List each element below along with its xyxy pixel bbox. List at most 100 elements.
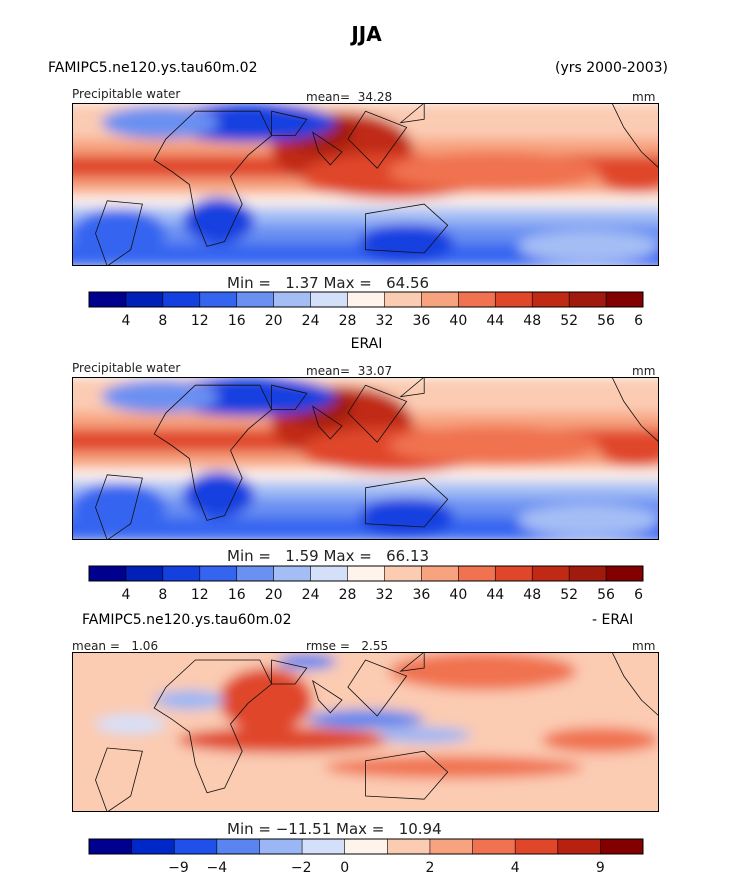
colorbar-box <box>162 292 201 307</box>
panel3-mean-label: mean = 1.06 <box>72 639 159 653</box>
page-title: JJA <box>351 22 382 46</box>
colorbar-box <box>236 566 275 581</box>
colorbar-tick-label: −4 <box>207 860 228 876</box>
colorbar-tick-label: 20 <box>265 313 283 329</box>
colorbar-tick-label: 36 <box>412 313 430 329</box>
coastline <box>365 203 449 254</box>
colorbar-tick-label: 4 <box>511 860 520 876</box>
coastline <box>271 110 308 136</box>
colorbar-box <box>384 292 422 307</box>
colorbar-box <box>162 566 201 581</box>
colorbar-tick-label: 8 <box>158 587 167 603</box>
coastline <box>311 679 343 714</box>
colorbar-frame <box>88 291 644 308</box>
field-blob <box>600 434 659 467</box>
colorbar-box <box>125 292 164 307</box>
colorbar-box <box>302 839 346 854</box>
coastline <box>271 659 308 685</box>
colorbar-tick-label: 4 <box>121 313 130 329</box>
panel1-map <box>72 103 659 266</box>
colorbar-frame <box>88 838 644 855</box>
colorbar-box <box>273 566 312 581</box>
panel2-min-max: Min = 1.59 Max = 66.13 <box>227 547 430 565</box>
colorbar-tick-label: 9 <box>596 860 605 876</box>
field-blob <box>101 380 219 413</box>
colorbar-box <box>495 292 533 307</box>
field-blob <box>359 497 454 537</box>
colorbar-tick-label: 16 <box>228 313 246 329</box>
panel3-title-right: - ERAI <box>592 612 634 628</box>
panel1-colorbar: 4812162024283236404448525660 <box>88 291 644 329</box>
colorbar-tick-label: 28 <box>339 587 357 603</box>
colorbar-box <box>429 839 474 854</box>
colorbar-box <box>310 566 349 581</box>
field-blob <box>388 652 577 691</box>
coastline <box>399 652 425 672</box>
panel1-max-value: 64.56 <box>386 274 430 292</box>
coastline <box>611 377 659 443</box>
panel3-map <box>72 652 659 812</box>
colorbar-box <box>347 292 385 307</box>
field-blob <box>95 714 166 734</box>
coastline <box>365 750 449 800</box>
field-blob <box>388 151 601 192</box>
colorbar-tick-label: 56 <box>597 587 615 603</box>
coastline <box>312 131 343 166</box>
panel1-units: mm <box>632 90 656 104</box>
panel2-map <box>72 377 659 540</box>
field-band <box>72 517 659 540</box>
panel1-min-value: 1.37 <box>285 274 319 292</box>
field-band <box>72 243 659 266</box>
colorbar-box <box>199 566 238 581</box>
colorbar-tick-label: 60 <box>634 587 644 603</box>
field-blob <box>154 690 225 710</box>
field-blob <box>72 208 166 258</box>
colorbar-box <box>515 839 559 854</box>
panel1-mean-label: mean= 34.28 <box>306 90 393 104</box>
panel2-min-value: 1.59 <box>285 547 319 565</box>
colorbar-box <box>532 292 570 307</box>
colorbar-tick-label: 32 <box>376 313 394 329</box>
panel3-max-value: 10.94 <box>398 820 442 838</box>
case-name: FAMIPC5.ne120.ys.tau60m.02 <box>48 60 258 76</box>
panel3-mean-value: 1.06 <box>131 639 159 653</box>
panel3-units: mm <box>632 639 656 653</box>
colorbar-box <box>131 839 175 854</box>
colorbar-box <box>259 839 303 854</box>
colorbar-tick-label: −2 <box>291 860 312 876</box>
colorbar-tick-label: 44 <box>486 313 504 329</box>
coastline <box>271 384 308 410</box>
colorbar-box <box>458 566 496 581</box>
panel1-mean-value: 34.28 <box>357 90 393 104</box>
colorbar-box <box>384 566 422 581</box>
panel3-rmse-value: 2.55 <box>361 639 389 653</box>
colorbar-tick-label: 12 <box>191 587 209 603</box>
panel3-title: FAMIPC5.ne120.ys.tau60m.02 <box>82 612 292 628</box>
colorbar-box <box>472 839 516 854</box>
colorbar-box <box>606 292 644 307</box>
coastline <box>153 110 273 247</box>
colorbar-box <box>236 292 275 307</box>
field-blob <box>377 727 472 744</box>
colorbar-box <box>421 292 459 307</box>
colorbar-box <box>216 839 260 854</box>
field-blob <box>518 230 659 263</box>
panel3-colorbar: −9 −4 −2 0 2 4 9 <box>88 838 644 876</box>
coastline <box>611 652 659 717</box>
panel2-title: ERAI <box>350 336 383 352</box>
colorbar-tick-label: 52 <box>560 587 578 603</box>
colorbar-box <box>125 566 164 581</box>
colorbar-tick-label: 40 <box>449 313 467 329</box>
coastline <box>399 103 425 124</box>
panel2-variable-label: Precipitable water <box>72 361 181 375</box>
colorbar-tick-label: 40 <box>449 587 467 603</box>
field-blob <box>183 197 254 244</box>
coastline <box>347 659 408 717</box>
colorbar-tick-label: 60 <box>634 313 644 329</box>
coastline <box>365 477 449 528</box>
years-label: (yrs 2000-2003) <box>555 60 669 76</box>
panel2-max-value: 66.13 <box>386 547 430 565</box>
colorbar-box <box>310 292 349 307</box>
panel3-min-max: Min = −11.51 Max = 10.94 <box>227 820 442 838</box>
panel3-rmse-label: rmse = 2.55 <box>306 639 389 653</box>
